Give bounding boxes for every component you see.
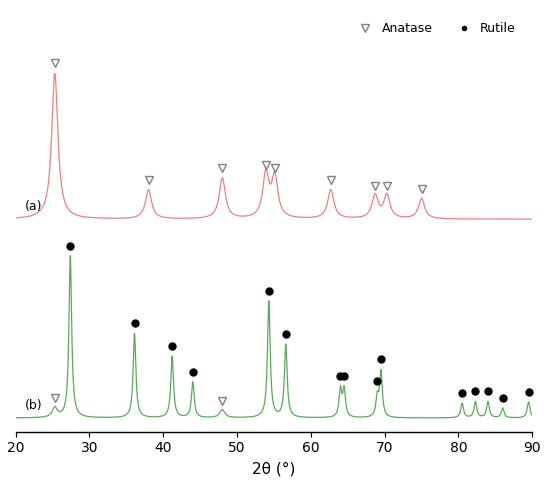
Text: (a): (a) — [25, 200, 42, 213]
Text: (b): (b) — [25, 398, 42, 412]
Legend: Anatase, Rutile: Anatase, Rutile — [348, 17, 521, 41]
X-axis label: 2θ (°): 2θ (°) — [252, 461, 296, 476]
